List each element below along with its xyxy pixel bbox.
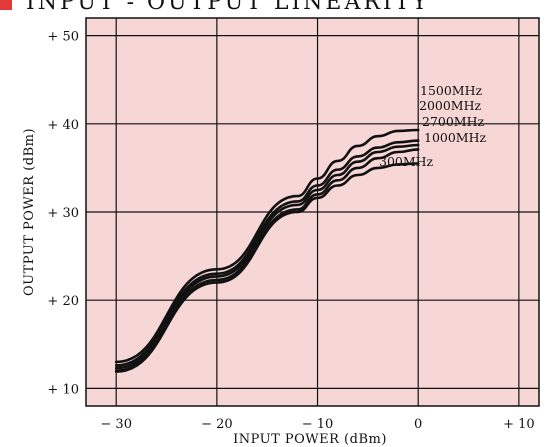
y-tick-label: + 30: [47, 206, 79, 221]
plot-frame: [85, 17, 540, 407]
y-tick-label: + 20: [47, 294, 79, 309]
y-axis-title: OUTPUT POWER (dBm): [22, 128, 37, 296]
series-label-1000MHz: 1000MHz: [424, 130, 487, 145]
x-tick-label: + 10: [503, 417, 535, 432]
y-tick-label: + 10: [47, 382, 79, 397]
x-tick-labels: − 30 − 20 − 10 0 + 10: [100, 417, 534, 432]
series-label-2000MHz: 2000MHz: [419, 98, 482, 113]
series-line-300MHz: [114, 162, 420, 373]
y-tick-label: + 40: [47, 118, 79, 133]
series-label-300MHz: 300MHz: [379, 154, 434, 169]
series-label-1500MHz: 1500MHz: [420, 83, 483, 98]
x-tick-label: − 30: [100, 417, 132, 432]
series-line-2700MHz: [114, 143, 420, 370]
y-tick-label: + 50: [47, 30, 79, 45]
header-marker: [0, 0, 12, 10]
x-axis-title: INPUT POWER (dBm): [233, 432, 387, 447]
series-line-1000MHz: [114, 148, 420, 372]
series-line-2000MHz: [114, 139, 420, 367]
x-tick-label: 0: [414, 417, 422, 432]
series-label-2700MHz: 2700MHz: [422, 114, 485, 129]
series-line-1500MHz: [114, 128, 420, 364]
x-tick-label: − 20: [201, 417, 233, 432]
series-layer: [114, 128, 420, 373]
y-tick-labels: + 10 + 20 + 30 + 40 + 50: [47, 30, 79, 398]
chart-header: INPUT - OUTPUT LINEARITY: [0, 0, 430, 15]
grid: [85, 17, 540, 407]
header-title-fragment: INPUT - OUTPUT LINEARITY: [26, 0, 430, 15]
x-tick-label: − 10: [302, 417, 334, 432]
